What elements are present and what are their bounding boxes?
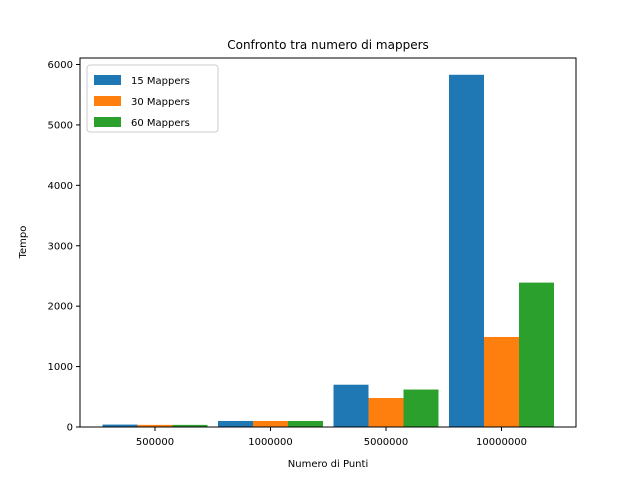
legend-label: 60 Mappers (131, 118, 190, 129)
bar-30-mappers-10000000 (484, 336, 519, 427)
bar-30-mappers-1000000 (253, 420, 288, 427)
legend-label: 30 Mappers (131, 97, 190, 108)
bar-60-mappers-500000 (172, 424, 208, 427)
legend-swatch-15-mappers (94, 75, 121, 85)
y-axis-label: Tempo (18, 226, 29, 260)
x-axis: 500000 1000000 5000000 10000000 (136, 427, 527, 448)
x-tick-label: 500000 (136, 437, 174, 448)
x-axis-label: Numero di Punti (288, 459, 368, 470)
bar-15-mappers-500000 (102, 424, 138, 427)
y-axis: 0 1000 2000 3000 4000 5000 6000 (48, 60, 80, 434)
bar-15-mappers-5000000 (333, 384, 369, 427)
bar-60-mappers-1000000 (288, 420, 323, 427)
x-tick-label: 1000000 (248, 437, 293, 448)
legend-swatch-30-mappers (94, 96, 121, 106)
legend-label: 15 Mappers (131, 76, 190, 87)
y-tick-label: 3000 (48, 241, 73, 252)
y-tick-label: 6000 (48, 60, 73, 71)
x-tick-label: 10000000 (476, 437, 527, 448)
bar-30-mappers-500000 (137, 424, 173, 427)
bar-15-mappers-1000000 (218, 420, 253, 427)
chart-title: Confronto tra numero di mappers (227, 38, 429, 52)
x-tick-label: 5000000 (364, 437, 409, 448)
y-tick-label: 4000 (48, 181, 73, 192)
bar-60-mappers-5000000 (403, 389, 439, 427)
legend-swatch-60-mappers (94, 117, 121, 127)
bar-60-mappers-10000000 (519, 282, 554, 427)
legend: 15 Mappers 30 Mappers 60 Mappers (86, 64, 219, 133)
y-tick-label: 2000 (48, 302, 73, 313)
plot-frame (79, 57, 577, 428)
bar-15-mappers-10000000 (449, 74, 484, 427)
y-tick-label: 1000 (48, 362, 73, 373)
y-tick-label: 0 (67, 423, 73, 434)
y-tick-label: 5000 (48, 120, 73, 131)
bar-30-mappers-5000000 (368, 398, 404, 427)
bars-group (102, 74, 554, 427)
